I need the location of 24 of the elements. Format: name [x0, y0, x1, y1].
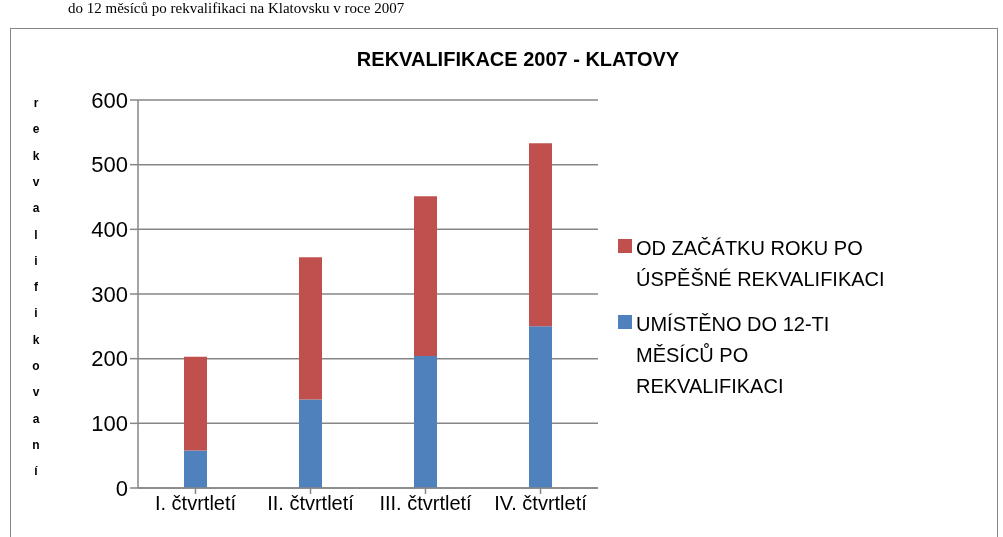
y-tick-label: 400	[91, 217, 128, 243]
bar	[529, 326, 552, 488]
y-tick-label: 0	[115, 475, 128, 501]
bar	[414, 356, 437, 488]
text: rekvalifikovaní	[32, 96, 40, 479]
bar	[299, 399, 322, 488]
y-tick-label: 300	[91, 281, 128, 307]
x-tick-label: IV. čtvrtletí	[494, 492, 588, 515]
x-tick-label: III. čtvrtletí	[379, 492, 473, 515]
x-tick-label: II. čtvrtletí	[267, 492, 355, 515]
y-tick-label: 200	[91, 346, 128, 372]
text: do 12 měsíců po rekvalifikaci na Klatovsku v roce 2007	[68, 0, 405, 16]
legend-label: OD ZAČÁTKU ROKU PO ÚSPĚŠNÉ REKVALIFIKACI	[636, 236, 886, 292]
bar	[299, 257, 322, 400]
y-tick-label: 100	[91, 411, 128, 437]
bar	[184, 450, 207, 488]
y-tick-label: 600	[91, 87, 128, 113]
chart-title: REKVALIFIKACE 2007 - KLATOVY	[355, 48, 681, 71]
y-tick-label: 500	[91, 152, 128, 178]
bar	[414, 196, 437, 357]
bar	[184, 356, 207, 451]
x-tick-label: I. čtvrtletí	[154, 492, 237, 515]
legend-label: UMÍSTĚNO DO 12-TI MĚSÍCŮ PO REKVALIFIKACI	[636, 312, 831, 399]
bar	[529, 143, 552, 327]
